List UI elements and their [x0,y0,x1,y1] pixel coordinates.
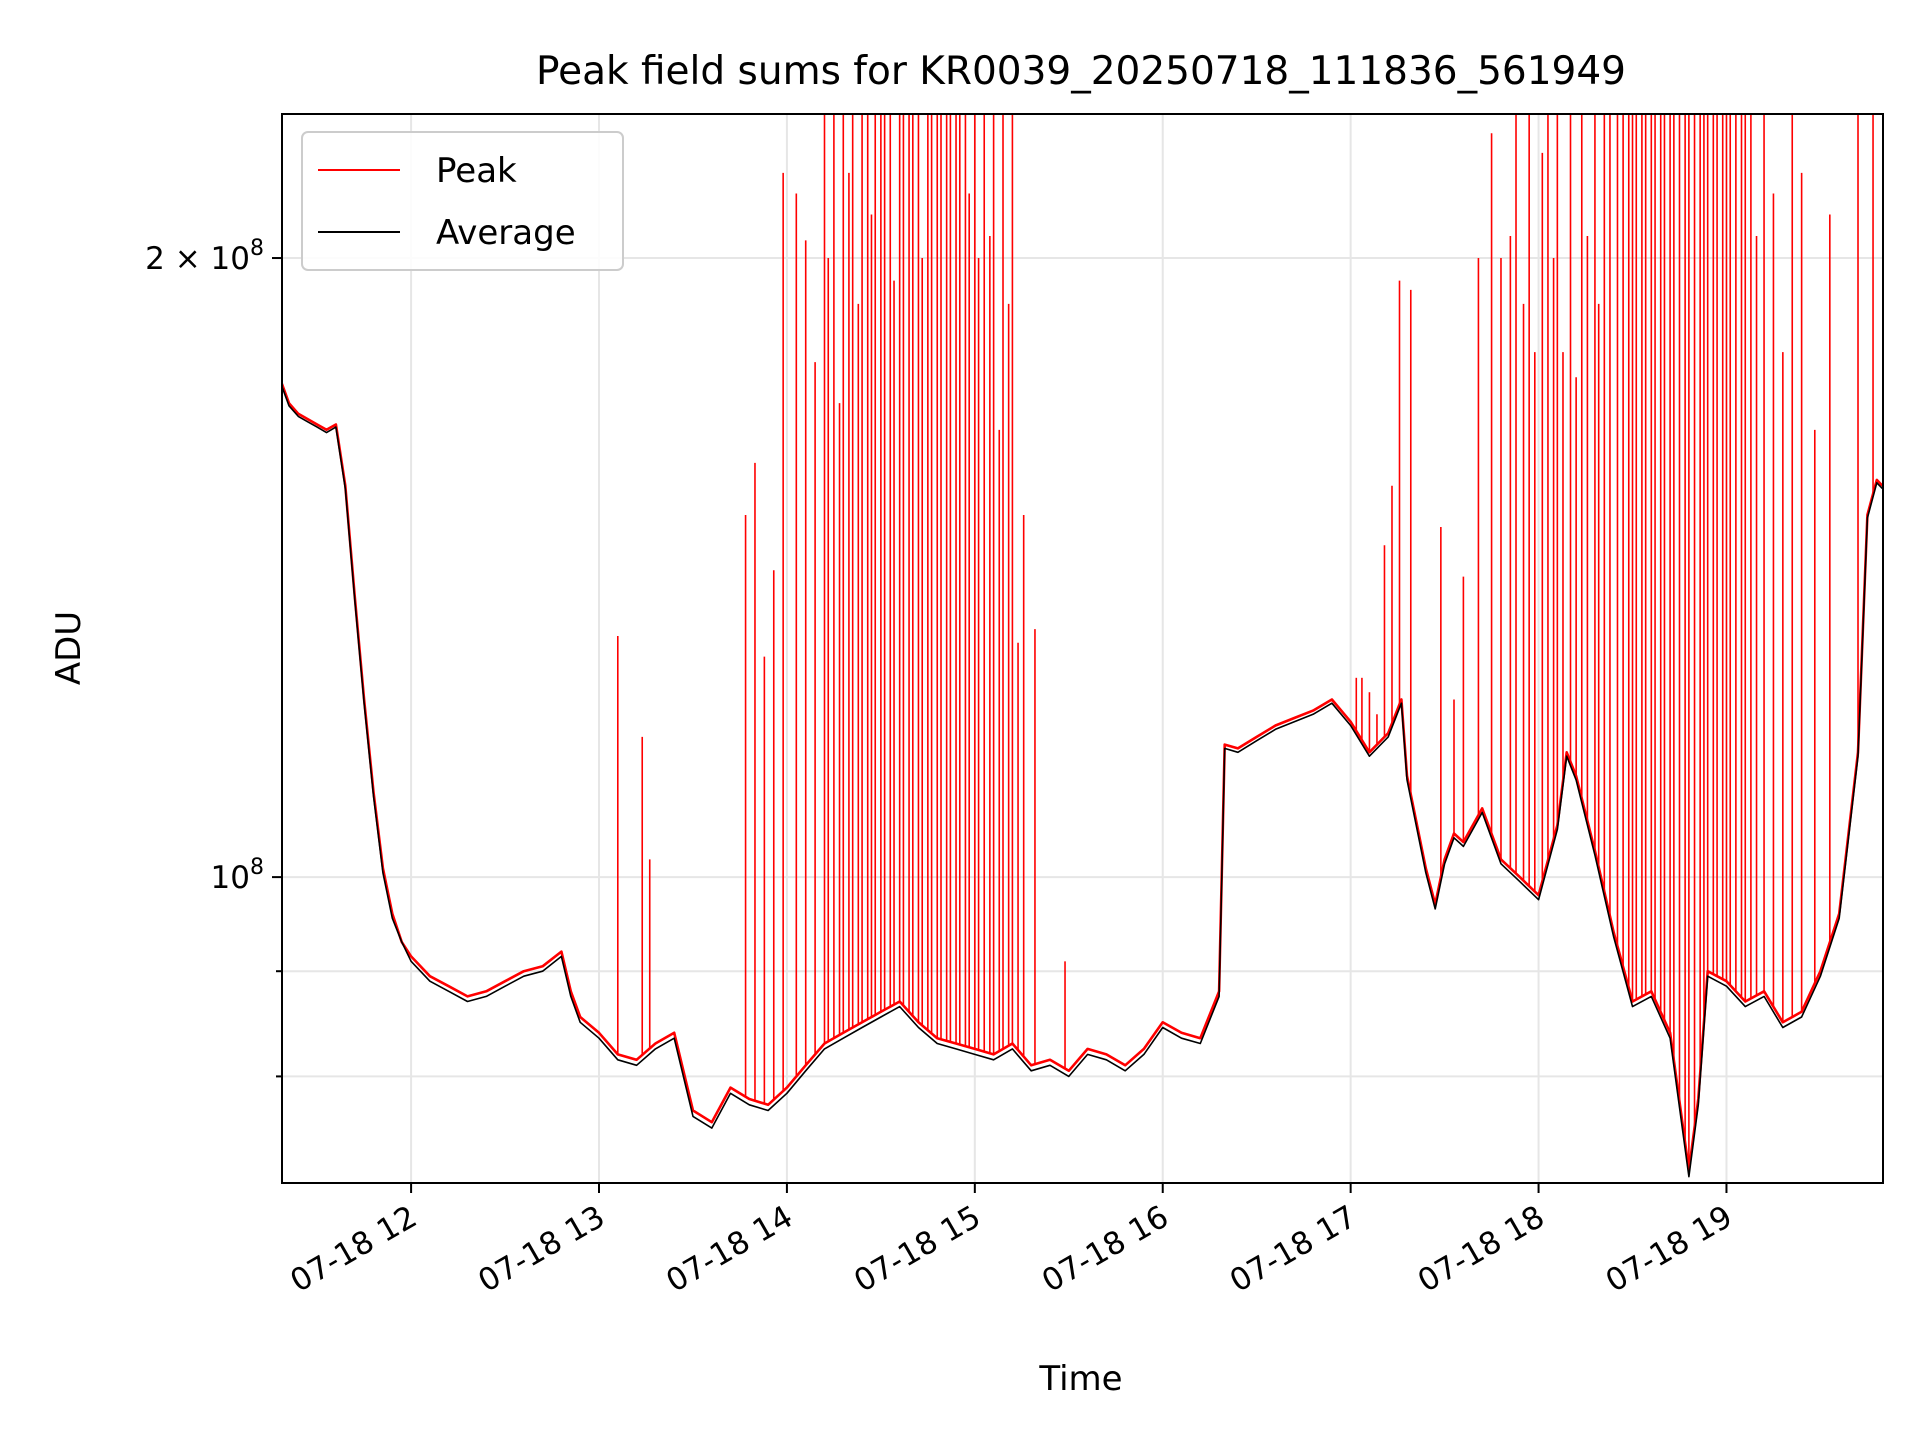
x-tick-label: 07-18 14 [660,1199,799,1300]
x-axis: 07-18 12 07-18 13 07-18 14 07-18 15 07-18 16… [284,1183,1738,1300]
series-line-average [282,384,1883,1178]
y-tick-base: 2 × 10 [145,241,250,277]
y-tick-exponent: 8 [250,855,264,880]
x-tick-label: 07-18 18 [1412,1199,1551,1300]
x-tick-label: 07-18 13 [472,1199,611,1300]
x-axis-label: Time [1038,1359,1122,1399]
y-axis-label: ADU [49,611,89,685]
y-tick-label: 2 × 108 [145,236,264,277]
legend-box [301,131,624,271]
legend-label-peak: Peak [436,151,517,191]
y-tick-exponent: 8 [250,236,264,261]
legend-label-average: Average [436,213,576,253]
x-tick-label: 07-18 15 [848,1199,987,1300]
legend: Peak Average [301,131,624,271]
x-tick-label: 07-18 12 [284,1199,423,1300]
grid [282,114,1883,1183]
x-tick-label: 07-18 16 [1036,1199,1175,1300]
chart-title: Peak field sums for KR0039_20250718_1118… [536,49,1626,94]
series-line-peak [282,381,1883,1172]
x-tick-label: 07-18 19 [1600,1199,1739,1300]
y-tick-base: 10 [211,860,250,896]
x-tick-label: 07-18 17 [1224,1199,1363,1300]
y-tick-label: 108 [211,855,264,896]
series-layer [282,114,1883,1178]
plot-frame [281,113,1884,1184]
